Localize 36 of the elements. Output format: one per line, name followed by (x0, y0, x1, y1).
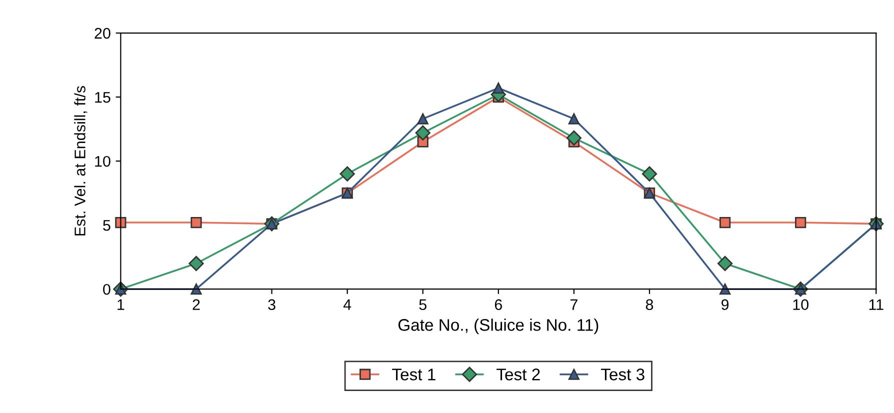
y-tick-label: 5 (103, 220, 110, 231)
y-tick-label: 0 (103, 284, 110, 295)
x-tick-label: 5 (419, 299, 426, 310)
point (188, 256, 204, 272)
y-tick-label: 15 (95, 92, 110, 103)
x-tick-label: 3 (268, 299, 276, 310)
point (417, 113, 428, 124)
x-tick-label: 4 (343, 299, 352, 310)
point (415, 125, 430, 140)
y-tick-label: 10 (95, 156, 110, 167)
point (190, 216, 202, 228)
point (717, 256, 733, 272)
legend-label: Test 1 (392, 368, 436, 380)
point (566, 130, 582, 146)
x-tick-label: 2 (192, 299, 200, 310)
x-tick-label: 9 (722, 299, 729, 310)
x-tick-label: 11 (869, 299, 884, 310)
point (190, 284, 202, 295)
x-tick-label: 7 (570, 299, 578, 310)
point (642, 166, 658, 182)
point (340, 166, 355, 182)
x-tick-label: 6 (494, 299, 502, 310)
y-tick-label: 20 (94, 28, 110, 39)
legend-label: Test 2 (496, 368, 540, 380)
point (492, 82, 504, 94)
x-axis-title: Gate No., (Sluice is No. 11) (398, 318, 598, 334)
x-tick-label: 1 (118, 299, 124, 310)
point (115, 216, 126, 228)
point (795, 216, 806, 228)
point (719, 216, 731, 228)
x-tick-label: 8 (646, 299, 654, 310)
point (719, 284, 731, 295)
point (568, 113, 580, 124)
y-axis-title: Est. Vel. at Endsill, ft/s (74, 86, 88, 236)
legend-label: Test 3 (601, 368, 644, 380)
x-tick-label: 10 (793, 299, 808, 310)
